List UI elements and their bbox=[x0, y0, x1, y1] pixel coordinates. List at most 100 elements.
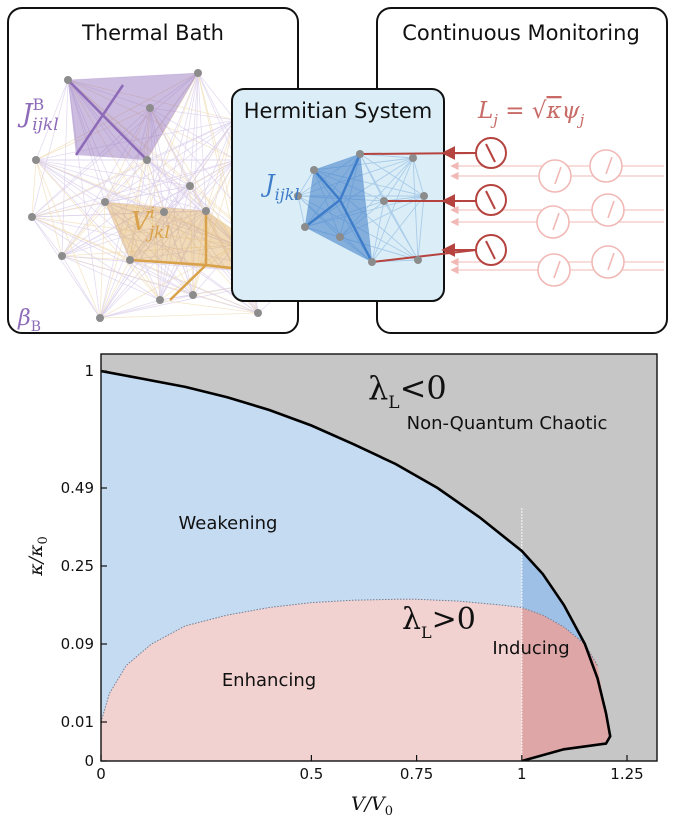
bath-link bbox=[61, 119, 236, 257]
bath-link bbox=[61, 255, 194, 296]
bath-node bbox=[160, 208, 168, 216]
bath-node bbox=[96, 314, 104, 322]
faint-meter-icon bbox=[536, 205, 570, 239]
bath-link bbox=[61, 211, 165, 257]
bath-link bbox=[61, 107, 151, 257]
bath-link bbox=[61, 255, 161, 301]
system-node bbox=[356, 150, 364, 158]
y-tick-label: 0.25 bbox=[61, 557, 94, 575]
bath-link bbox=[31, 119, 236, 218]
bath-link bbox=[163, 210, 207, 213]
bath-link bbox=[159, 159, 237, 301]
faint-meter-needle bbox=[607, 200, 615, 219]
bath-link bbox=[67, 79, 194, 296]
interaction-edge bbox=[169, 264, 207, 301]
bath-link bbox=[35, 79, 69, 161]
faint-meter-icon bbox=[589, 149, 623, 183]
y-tick-label: 0 bbox=[84, 752, 94, 770]
bath-link bbox=[192, 294, 259, 314]
bath-link bbox=[31, 216, 194, 296]
bath-link bbox=[104, 159, 237, 203]
bath-link bbox=[35, 159, 161, 301]
monitor-link bbox=[371, 249, 477, 263]
bath-link bbox=[61, 255, 101, 319]
bath-link bbox=[67, 79, 101, 319]
bath-link bbox=[99, 210, 207, 319]
x-tick-label: 0 bbox=[96, 765, 106, 783]
phase-regions bbox=[101, 354, 657, 761]
bath-link bbox=[146, 72, 199, 161]
system-coupling-tetrahedron bbox=[305, 154, 372, 262]
system-link bbox=[359, 153, 425, 197]
bath-link bbox=[129, 107, 151, 261]
x-tick-label: 1 bbox=[517, 765, 527, 783]
bath-node bbox=[194, 69, 202, 77]
system-node bbox=[301, 223, 309, 231]
weakening-label: Weakening bbox=[179, 513, 278, 534]
faint-meter-icon bbox=[537, 253, 571, 287]
bath-node bbox=[58, 252, 66, 260]
bath-coupling-edge bbox=[74, 84, 125, 156]
system-link bbox=[371, 200, 385, 263]
bath-node bbox=[126, 256, 134, 264]
bath-link bbox=[149, 107, 236, 121]
bath-link bbox=[31, 216, 63, 257]
phase-diagram: 0 0.5 0.75 1 1.25 0 0.01 0.09 0.25 0.49 1 λL<0 Non… bbox=[25, 353, 658, 819]
bath-node bbox=[32, 156, 40, 164]
bath-link bbox=[35, 159, 101, 319]
bath-link bbox=[35, 159, 237, 246]
system-link bbox=[371, 157, 414, 263]
thermal-bath-title: Thermal Bath bbox=[81, 21, 224, 45]
bath-link bbox=[35, 159, 194, 296]
plot-frame bbox=[100, 353, 658, 762]
system-node bbox=[294, 192, 302, 200]
system-node bbox=[368, 258, 376, 266]
interaction-edge bbox=[129, 258, 207, 267]
system-link bbox=[297, 169, 315, 197]
bath-link bbox=[192, 210, 207, 296]
bath-link bbox=[197, 72, 207, 212]
bath-link bbox=[146, 159, 207, 212]
bath-link bbox=[192, 159, 237, 296]
bath-link bbox=[205, 119, 236, 212]
bath-coupling-tetrahedron bbox=[68, 73, 198, 160]
bath-link bbox=[99, 159, 237, 319]
bath-link bbox=[35, 159, 63, 257]
bath-link bbox=[189, 72, 199, 187]
bath-link bbox=[104, 185, 191, 203]
bath-link bbox=[99, 294, 194, 319]
bath-link bbox=[67, 72, 199, 81]
meter-needle bbox=[485, 143, 496, 163]
system-node bbox=[310, 166, 318, 174]
system-node bbox=[336, 233, 344, 241]
bath-link bbox=[146, 159, 191, 187]
bath-link bbox=[99, 211, 165, 319]
enhancing-label: Enhancing bbox=[222, 670, 316, 691]
bath-coupling-label: JB ijkl bbox=[17, 95, 59, 135]
bath-link bbox=[67, 79, 131, 261]
bath-node bbox=[186, 182, 194, 190]
bath-link bbox=[31, 159, 37, 218]
inducing-label: Inducing bbox=[492, 638, 569, 659]
system-node bbox=[420, 192, 428, 200]
bath-link bbox=[35, 159, 106, 203]
bath-node bbox=[254, 309, 262, 317]
bath-link bbox=[31, 79, 69, 218]
bath-link bbox=[35, 107, 151, 161]
bath-coupling-edge bbox=[67, 79, 148, 161]
bath-link bbox=[192, 72, 199, 296]
inducing-region bbox=[521, 551, 598, 666]
bath-link bbox=[99, 299, 161, 319]
bath-link bbox=[149, 72, 199, 109]
bath-link bbox=[99, 119, 236, 319]
faint-meter-needle bbox=[552, 212, 560, 231]
bath-link bbox=[149, 107, 237, 161]
non-chaotic-lyapunov-label: λL<0 bbox=[368, 369, 447, 413]
system-link bbox=[383, 157, 414, 202]
hermitian-system-title: Hermitian System bbox=[244, 99, 433, 123]
system-coupling-edge bbox=[338, 199, 374, 263]
bath-link bbox=[31, 211, 165, 218]
system-network bbox=[294, 137, 507, 266]
faint-meter-needle bbox=[605, 156, 613, 175]
bath-link bbox=[31, 72, 199, 218]
